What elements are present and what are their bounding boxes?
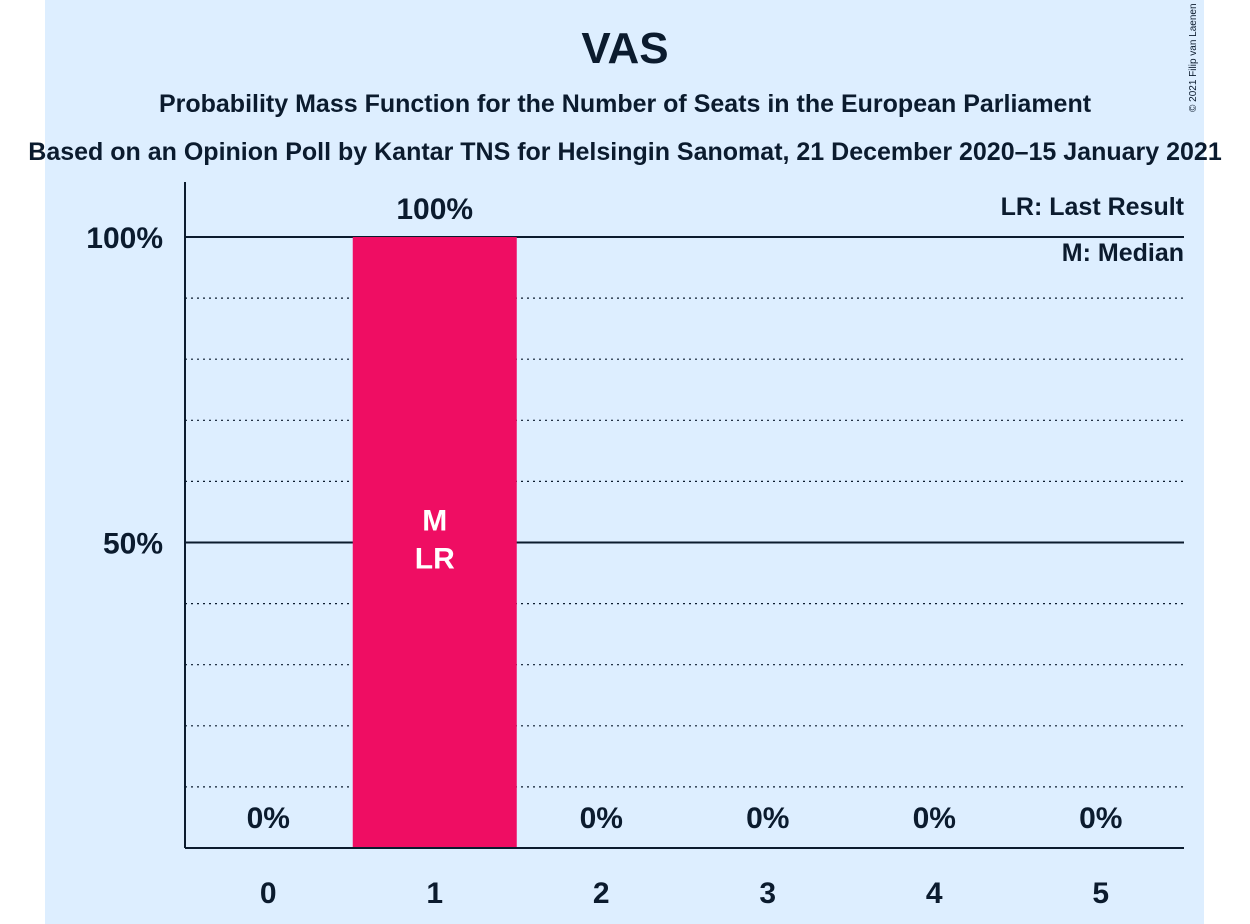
data-label: 0%: [247, 802, 290, 835]
x-tick-label: 4: [926, 877, 943, 910]
y-tick-label: 50%: [103, 528, 163, 561]
chart-subtitle-source: Based on an Opinion Poll by Kantar TNS f…: [28, 138, 1222, 166]
bar-1: [352, 237, 517, 848]
x-tick-label: 5: [1092, 877, 1109, 910]
chart-background: [45, 0, 1204, 924]
chart-title: VAS: [581, 24, 669, 73]
data-label: 0%: [746, 802, 789, 835]
bar-annotation: M: [422, 505, 447, 538]
chart-subtitle: Probability Mass Function for the Number…: [158, 90, 1092, 118]
x-tick-label: 3: [759, 877, 776, 910]
bar-annotation: LR: [415, 543, 455, 576]
x-tick-label: 0: [260, 877, 277, 910]
y-tick-label: 100%: [86, 222, 163, 255]
legend-median: M: Median: [1061, 239, 1184, 267]
legend: LR: Last Result M: Median: [1001, 184, 1184, 276]
legend-last-result: LR: Last Result: [1000, 193, 1184, 221]
data-label: 0%: [1079, 802, 1122, 835]
x-tick-label: 1: [426, 877, 443, 910]
data-label: 100%: [396, 193, 473, 226]
data-label: 0%: [580, 802, 623, 835]
x-tick-label: 2: [593, 877, 610, 910]
data-label: 0%: [913, 802, 956, 835]
